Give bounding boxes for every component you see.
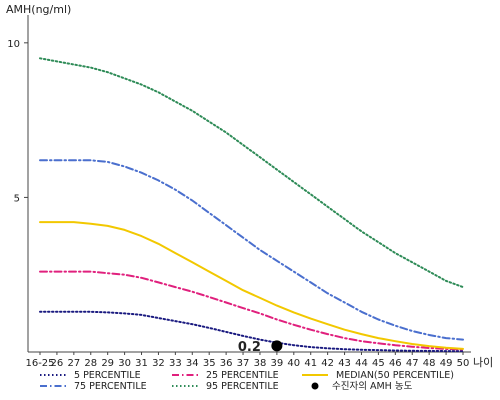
y-ticks: 10 5 xyxy=(7,39,28,204)
patient-amh-marker-group: 0.2 xyxy=(238,340,283,355)
x-tick-label: 32 xyxy=(152,358,165,369)
chart-axes xyxy=(27,15,471,353)
x-tick-label: 46 xyxy=(389,358,402,369)
legend: 5 PERCENTILE 25 PERCENTILE MEDIAN(50 PERCE… xyxy=(40,370,454,392)
x-tick-label: 29 xyxy=(101,358,114,369)
patient-amh-marker xyxy=(271,340,283,352)
x-tick-label: 47 xyxy=(406,358,419,369)
y-axis-title: AMH(ng/ml) xyxy=(6,3,71,16)
x-tick-label: 31 xyxy=(135,358,148,369)
legend-label: 수진자의 AMH 농도 xyxy=(332,381,413,392)
x-tick-label: 48 xyxy=(423,358,436,369)
x-tick-label: 34 xyxy=(186,358,199,369)
x-tick-label: 27 xyxy=(67,358,80,369)
x-tick-label: 39 xyxy=(271,358,284,369)
y-tick-label: 5 xyxy=(14,193,20,204)
series-lines xyxy=(39,57,464,353)
x-tick-label: 42 xyxy=(321,358,334,369)
series-line xyxy=(39,270,464,351)
x-tick-label: 41 xyxy=(304,358,317,369)
x-tick-label: 37 xyxy=(237,358,250,369)
legend-label: 5 PERCENTILE xyxy=(74,370,141,381)
legend-label: 25 PERCENTILE xyxy=(206,370,279,381)
y-tick-label: 10 xyxy=(7,39,20,50)
legend-label: 75 PERCENTILE xyxy=(74,381,147,392)
series-line xyxy=(39,159,464,341)
x-tick-label: 49 xyxy=(440,358,453,369)
legend-marker-swatch xyxy=(311,382,319,390)
x-tick-label: 16-25 xyxy=(25,358,54,369)
x-axis-title: 나이 xyxy=(473,356,493,369)
x-tick-label: 33 xyxy=(169,358,182,369)
x-tick-label: 44 xyxy=(355,358,368,369)
x-tick-label: 36 xyxy=(220,358,233,369)
x-tick-label: 43 xyxy=(338,358,351,369)
x-tick-label: 28 xyxy=(84,358,97,369)
series-line xyxy=(39,221,464,350)
x-tick-label: 40 xyxy=(287,358,300,369)
patient-amh-value-label: 0.2 xyxy=(238,340,261,355)
legend-label: 95 PERCENTILE xyxy=(206,381,279,392)
x-tick-label: 38 xyxy=(254,358,267,369)
legend-label: MEDIAN(50 PERCENTILE) xyxy=(336,370,454,381)
x-tick-label: 30 xyxy=(118,358,131,369)
x-tick-label: 50 xyxy=(457,358,470,369)
x-tick-label: 26 xyxy=(51,358,64,369)
series-line xyxy=(39,310,464,353)
x-tick-label: 35 xyxy=(203,358,216,369)
series-line xyxy=(39,57,464,289)
x-tick-label: 45 xyxy=(372,358,385,369)
